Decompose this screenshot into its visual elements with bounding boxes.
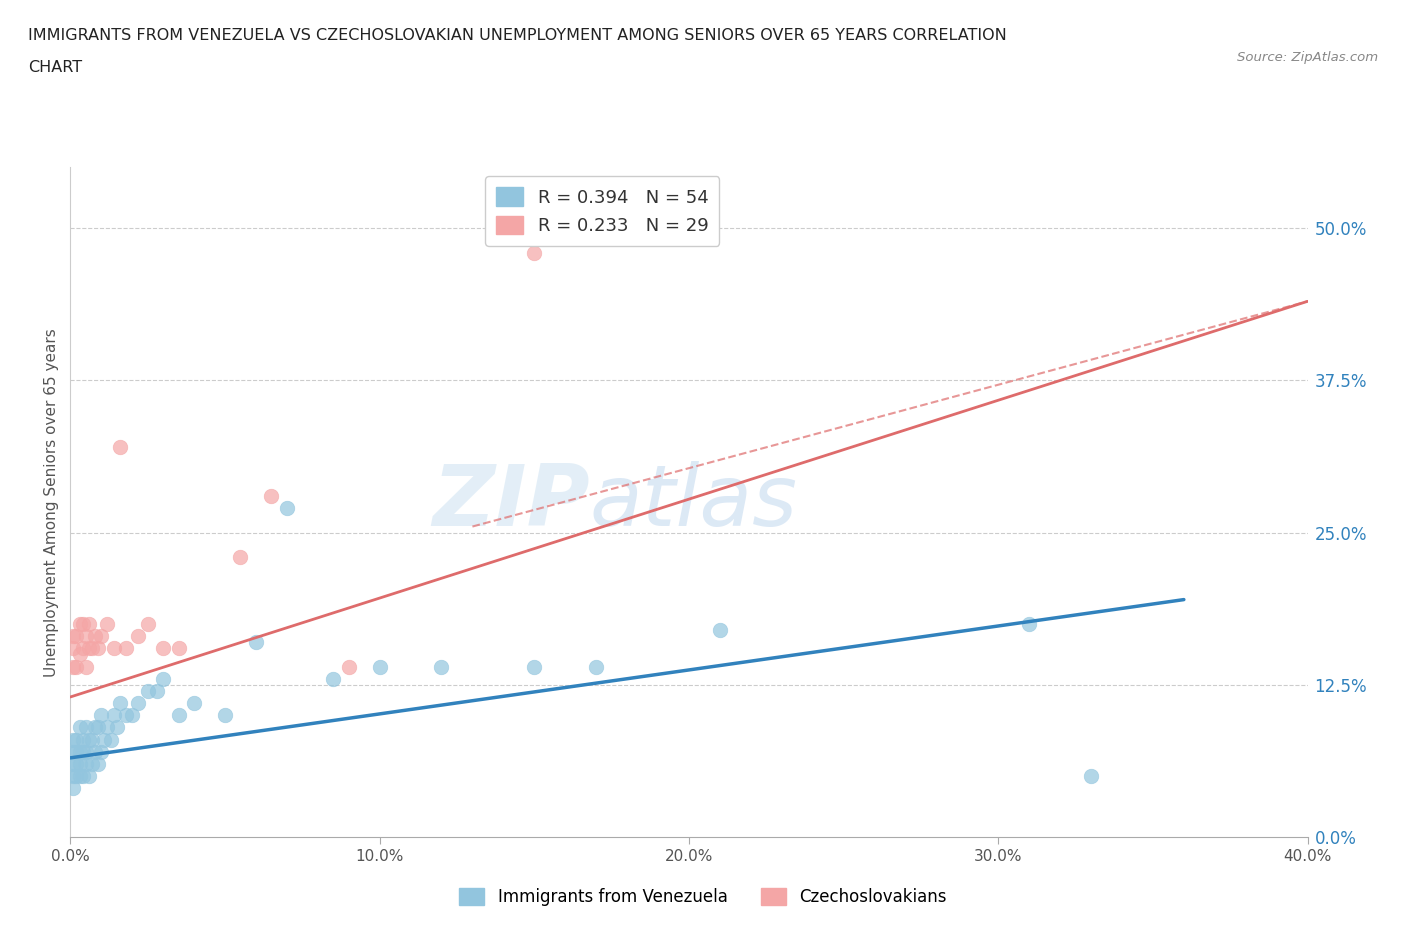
Point [93,732,115,747]
Point [245,635,267,650]
Point [105,720,128,735]
Point [77,732,100,747]
Point [1080,769,1102,784]
Point [100,732,122,747]
Point [523,659,546,674]
Point [69,769,91,784]
Point [214,708,236,723]
Text: IMMIGRANTS FROM VENEZUELA VS CZECHOSLOVAKIAN UNEMPLOYMENT AMONG SENIORS OVER 65 : IMMIGRANTS FROM VENEZUELA VS CZECHOSLOVA… [28,28,1007,43]
Point [136,684,159,698]
Point [62,781,84,796]
Text: CHART: CHART [28,60,82,75]
Point [72,769,94,784]
Point [75,720,97,735]
Point [127,696,149,711]
Point [87,756,110,771]
Point [69,617,91,631]
Point [146,684,169,698]
Point [75,659,97,674]
Point [585,659,607,674]
Point [1018,617,1040,631]
Point [108,696,131,711]
Point [709,622,731,637]
Point [84,744,107,759]
Text: atlas: atlas [591,460,799,544]
Point [276,501,298,516]
Point [65,769,87,784]
Point [103,641,125,656]
Text: Source: ZipAtlas.com: Source: ZipAtlas.com [1237,51,1378,64]
Point [84,629,107,644]
Point [65,629,87,644]
Point [84,720,107,735]
Point [65,732,87,747]
Point [322,671,344,686]
Point [229,550,252,565]
Point [65,756,87,771]
Point [72,732,94,747]
Point [77,617,100,631]
Point [75,744,97,759]
Point [72,744,94,759]
Point [337,659,360,674]
Point [77,769,100,784]
Point [80,756,103,771]
Point [90,744,112,759]
Point [108,440,131,455]
Point [72,641,94,656]
Point [368,659,391,674]
Point [96,617,118,631]
Point [69,756,91,771]
Legend: R = 0.394   N = 54, R = 0.233   N = 29: R = 0.394 N = 54, R = 0.233 N = 29 [485,177,720,246]
Y-axis label: Unemployment Among Seniors over 65 years: Unemployment Among Seniors over 65 years [44,328,59,677]
Point [69,744,91,759]
Point [430,659,453,674]
Point [167,708,190,723]
Point [62,756,84,771]
Point [87,720,110,735]
Point [103,708,125,723]
Point [115,641,138,656]
Point [75,756,97,771]
Point [72,617,94,631]
Point [62,744,84,759]
Point [87,641,110,656]
Point [260,488,283,503]
Point [152,641,174,656]
Point [69,647,91,662]
Point [115,708,138,723]
Point [127,629,149,644]
Point [90,708,112,723]
Point [62,641,84,656]
Point [65,744,87,759]
Point [183,696,205,711]
Point [152,671,174,686]
Legend: Immigrants from Venezuela, Czechoslovakians: Immigrants from Venezuela, Czechoslovaki… [453,881,953,912]
Point [80,732,103,747]
Point [65,659,87,674]
Text: ZIP: ZIP [432,460,591,544]
Point [90,629,112,644]
Point [75,629,97,644]
Point [62,732,84,747]
Point [167,641,190,656]
Point [121,708,143,723]
Point [62,629,84,644]
Point [136,617,159,631]
Point [77,641,100,656]
Point [69,720,91,735]
Point [96,720,118,735]
Point [62,769,84,784]
Point [80,641,103,656]
Point [62,659,84,674]
Point [523,246,546,260]
